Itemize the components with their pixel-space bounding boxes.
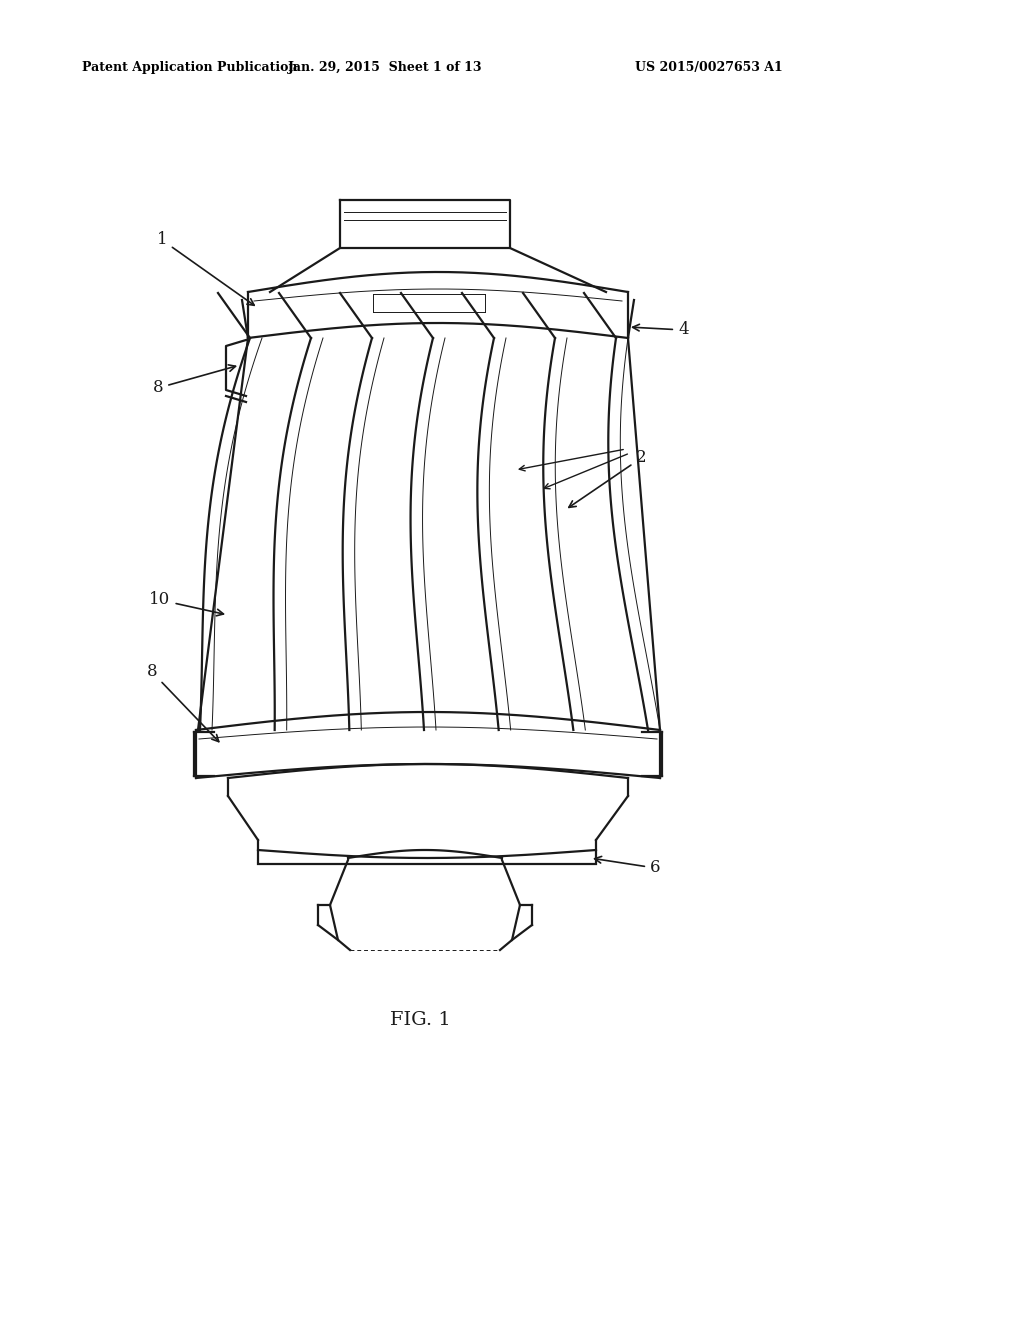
Text: US 2015/0027653 A1: US 2015/0027653 A1 bbox=[635, 62, 782, 74]
Text: Jan. 29, 2015  Sheet 1 of 13: Jan. 29, 2015 Sheet 1 of 13 bbox=[288, 62, 482, 74]
Text: 1: 1 bbox=[157, 231, 254, 305]
Text: Patent Application Publication: Patent Application Publication bbox=[82, 62, 298, 74]
Text: 10: 10 bbox=[150, 591, 223, 616]
Text: 8: 8 bbox=[153, 364, 236, 396]
Text: 8: 8 bbox=[146, 664, 219, 742]
Text: 2: 2 bbox=[569, 450, 646, 507]
Text: 4: 4 bbox=[633, 322, 688, 338]
Text: 6: 6 bbox=[595, 857, 660, 876]
Text: FIG. 1: FIG. 1 bbox=[389, 1011, 451, 1030]
